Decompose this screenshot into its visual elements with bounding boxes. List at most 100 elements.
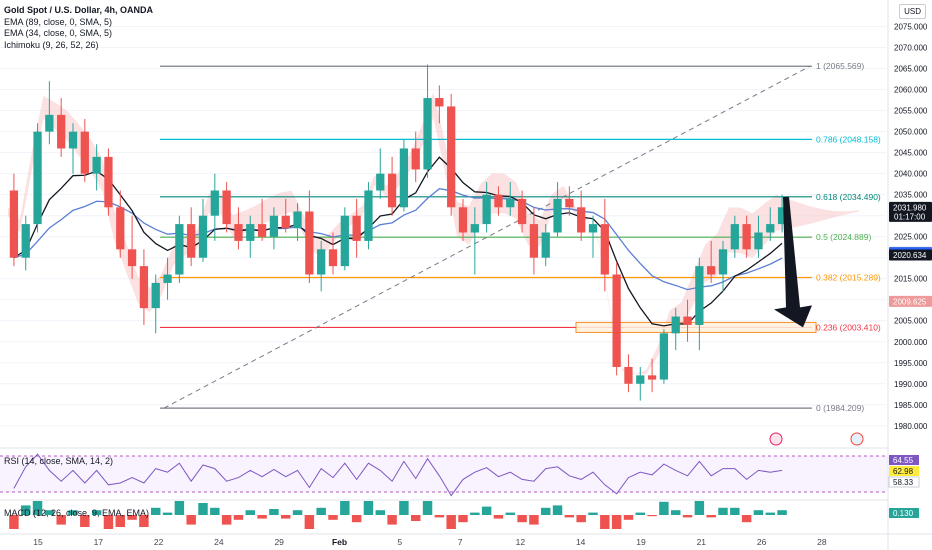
- candle-body: [305, 211, 314, 275]
- macd-histogram-bar: [32, 501, 43, 515]
- indicator-ichimoku[interactable]: Ichimoku (9, 26, 52, 26): [4, 39, 99, 50]
- candle-body: [210, 190, 219, 216]
- macd-histogram-bar: [635, 512, 645, 515]
- candle-body: [600, 224, 609, 275]
- axis-tick-label: 1980.000: [894, 422, 928, 431]
- macd-histogram-bar: [411, 515, 421, 521]
- symbol-title[interactable]: Gold Spot / U.S. Dollar, 4h, OANDA: [4, 5, 154, 15]
- time-label: Feb: [332, 537, 347, 547]
- rsi-value: 64.55: [893, 456, 914, 465]
- candle-body: [328, 249, 338, 267]
- rsi-pane: 64.55 62.98 58.33: [0, 453, 920, 497]
- candle-body: [470, 224, 479, 233]
- axis-tick-label: 2050.000: [894, 128, 928, 137]
- down-arrow-icon: [774, 196, 812, 328]
- candle-body: [718, 249, 728, 275]
- currency-button[interactable]: USD: [899, 4, 926, 19]
- candle-body: [234, 224, 243, 241]
- candle-body: [458, 207, 468, 233]
- macd-histogram-bar: [387, 515, 397, 525]
- axis-tick-label: 2005.000: [894, 317, 928, 326]
- candle-body: [730, 224, 739, 250]
- time-label: 12: [516, 537, 526, 547]
- candle-body: [21, 224, 30, 258]
- candle-body: [423, 98, 432, 170]
- macd-histogram-bar: [753, 510, 764, 515]
- macd-histogram-bar: [9, 515, 19, 529]
- candle-body: [777, 207, 787, 225]
- macd-pane-label[interactable]: MACD (12, 26, close, 9, EMA, EMA): [4, 508, 150, 518]
- macd-histogram-bar: [186, 515, 196, 525]
- candle-body: [541, 232, 550, 258]
- axis-tick-label: 2035.000: [894, 191, 928, 200]
- rsi-pane-label[interactable]: RSI (14, close, SMA, 14, 2): [4, 456, 114, 466]
- candle-body: [376, 173, 385, 191]
- candle-body: [565, 198, 574, 208]
- projection-arrow: [774, 196, 812, 328]
- macd-histogram-bar: [446, 515, 456, 529]
- fib-level-label: 1 (2065.569): [816, 61, 864, 71]
- candle-body: [352, 215, 361, 241]
- macd-histogram-bar: [292, 510, 303, 515]
- macd-histogram-bar: [316, 507, 326, 515]
- fib-trend-line: [163, 65, 811, 409]
- candle-body: [482, 194, 491, 225]
- macd-histogram-bar: [552, 505, 563, 515]
- price-label: 2009.625: [893, 297, 927, 306]
- candle-body: [68, 131, 78, 149]
- macd-histogram-bar: [174, 501, 185, 515]
- macd-histogram-bar: [80, 515, 90, 527]
- macd-histogram-bar: [375, 510, 385, 515]
- macd-histogram-bar: [68, 510, 78, 515]
- candle-body: [151, 282, 160, 309]
- candle-body: [33, 131, 42, 225]
- macd-histogram-bar: [257, 515, 267, 519]
- time-label: 19: [636, 537, 646, 547]
- candle-body: [163, 274, 172, 283]
- indicator-ema-34[interactable]: EMA (34, close, 0, SMA, 5): [4, 28, 113, 38]
- macd-histogram-bar: [245, 510, 255, 515]
- macd-histogram-bar: [718, 507, 728, 515]
- candle-body: [659, 333, 669, 380]
- macd-histogram-bar: [115, 515, 125, 527]
- candle-body: [766, 224, 775, 233]
- macd-histogram-bar: [198, 503, 208, 515]
- candle-body: [127, 249, 137, 267]
- macd-histogram-bar: [139, 515, 149, 527]
- time-label: 22: [154, 537, 164, 547]
- candle-body: [45, 114, 54, 132]
- macd-histogram-bar: [493, 515, 504, 519]
- macd-histogram-bar: [529, 515, 539, 525]
- candle-body: [317, 249, 326, 275]
- candles: [9, 64, 787, 401]
- candle-body: [104, 156, 113, 208]
- rsi-line: [13, 453, 783, 497]
- axis-tick-label: 2065.000: [894, 65, 928, 74]
- price-label: 2031.980: [893, 203, 927, 212]
- macd-histogram-bar: [481, 506, 492, 515]
- time-label: 17: [94, 537, 104, 547]
- axis-tick-label: 2070.000: [894, 44, 928, 53]
- macd-histogram-bar: [564, 515, 575, 518]
- candle-body: [257, 224, 267, 237]
- macd-histogram-bar: [269, 509, 279, 515]
- candle-body: [246, 224, 255, 241]
- candle-body: [198, 215, 208, 258]
- fib-level-label: 0.5 (2024.889): [816, 232, 871, 242]
- ema-lines: [13, 156, 783, 327]
- candle-body: [647, 375, 657, 380]
- macd-histogram-bar: [103, 515, 114, 529]
- macd-histogram-bar: [576, 515, 586, 523]
- macd-histogram-bar: [623, 515, 634, 520]
- macd-histogram-bar: [671, 510, 681, 515]
- candle-body: [577, 207, 586, 233]
- candle-body: [139, 266, 149, 309]
- countdown-label: 01:17:00: [894, 212, 926, 221]
- macd-histogram-bar: [706, 515, 716, 518]
- candle-body: [92, 156, 101, 174]
- rsi-value-badge: [888, 476, 920, 488]
- macd-histogram-bar: [328, 515, 338, 520]
- indicator-ema-89[interactable]: EMA (89, close, 0, SMA, 5): [4, 16, 113, 27]
- time-label: 14: [576, 537, 586, 547]
